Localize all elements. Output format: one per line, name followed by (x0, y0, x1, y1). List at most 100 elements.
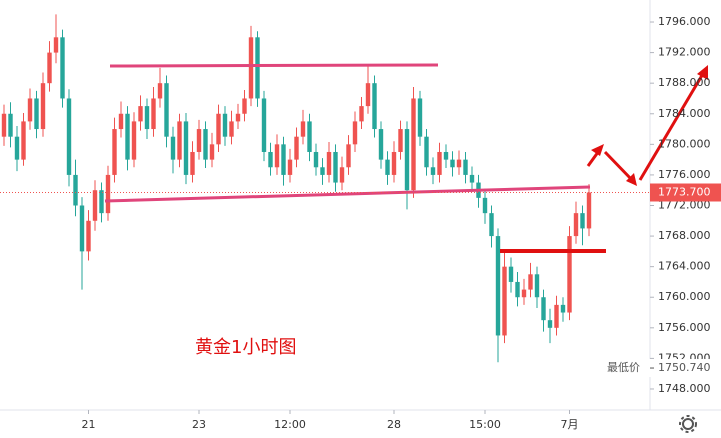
x-tick-label: 7月 (561, 418, 579, 431)
candle-body (567, 236, 572, 313)
y-tick-label: 1748.000 (658, 382, 711, 395)
y-tick-label: 1764.000 (658, 260, 711, 273)
last-price-label: 1773.700 (658, 186, 711, 199)
y-tick-label: 1760.000 (658, 290, 711, 303)
candle-body (502, 266, 507, 336)
candle-body (320, 167, 325, 175)
candle-body (482, 197, 488, 214)
candle-body (411, 98, 416, 191)
gear[interactable] (682, 418, 694, 430)
candle-body (73, 174, 78, 206)
candle-body (144, 106, 150, 130)
candle-body (60, 37, 65, 99)
candle-body (190, 151, 195, 175)
candle-body (183, 121, 189, 175)
gear-teeth[interactable] (679, 415, 697, 433)
candle-body (196, 129, 202, 152)
candle-body (105, 174, 111, 214)
candle-body (521, 289, 527, 298)
candle-body (34, 98, 39, 130)
candle-body (424, 136, 429, 168)
candle-body (469, 174, 475, 183)
candle-body (47, 52, 52, 84)
candle-body (547, 320, 553, 328)
candle-body (378, 129, 384, 160)
annotation: 黄金1小时图 (195, 337, 296, 358)
arrow-head (591, 144, 604, 156)
x-tick-label: 12:00 (274, 418, 306, 431)
candle-body (125, 113, 130, 160)
candle-body (417, 98, 423, 137)
candle-body (333, 151, 338, 183)
candle-body (1, 113, 7, 137)
plot-area (1, 14, 592, 363)
arrow-target (638, 71, 706, 181)
candle-body (235, 113, 241, 122)
candle-body (281, 144, 286, 175)
candle-body (580, 213, 585, 229)
candle-body (27, 98, 33, 122)
candle-body (157, 83, 163, 99)
candle-body (437, 151, 442, 175)
arrow-down (603, 150, 635, 183)
x-tick-label: 23 (192, 418, 206, 431)
candle-body (365, 83, 371, 107)
candle-body (352, 121, 358, 145)
y-tick-label: 1788.000 (658, 76, 711, 89)
candle-body (21, 121, 26, 160)
candle-body (404, 129, 410, 191)
candle-body (248, 37, 254, 99)
y-tick-label: 1768.000 (658, 229, 711, 242)
candle-body (216, 113, 221, 145)
x-tick-label: 21 (82, 418, 96, 431)
candle-body (8, 113, 13, 137)
low-box (600, 359, 721, 378)
candle-body (554, 304, 559, 328)
candle-body (326, 151, 332, 175)
candle-body (242, 98, 247, 114)
candle-body (131, 121, 137, 160)
y-tick-label: 1784.000 (658, 107, 711, 120)
x-tick-label: 15:00 (469, 418, 501, 431)
candle-body (398, 129, 403, 152)
candle-body (346, 144, 351, 168)
candle-body (573, 213, 579, 237)
arrow-head (626, 173, 637, 186)
y-tick-label: 1780.000 (658, 137, 711, 150)
candle-body (450, 159, 455, 168)
candle-body (534, 274, 540, 298)
candle-body (456, 159, 462, 168)
y-tick-label: 1756.000 (658, 321, 711, 334)
y-tick-label: 1796.000 (658, 15, 711, 28)
candle-body (209, 144, 215, 160)
drawings (104, 63, 708, 253)
candle-body (541, 297, 546, 321)
candle-body (495, 236, 501, 336)
candle-body (177, 121, 182, 160)
candle-body (86, 220, 91, 252)
candle-body (164, 83, 169, 137)
candle-body (463, 159, 468, 175)
candle-body (40, 83, 46, 130)
candle-body (300, 121, 306, 137)
candle-body (268, 151, 273, 168)
support-line (104, 185, 591, 203)
candle-body (274, 144, 280, 168)
arrow-head (697, 65, 708, 80)
candle-body (294, 136, 299, 160)
candle-body (372, 83, 377, 130)
x-tick-label: 28 (387, 418, 401, 431)
candle-body (170, 136, 176, 160)
candle-body (66, 98, 72, 175)
candle-body (203, 129, 208, 160)
settings-icon[interactable] (679, 415, 697, 433)
low-label: 1750.740 (658, 361, 711, 374)
candle-body (222, 113, 228, 137)
y-tick-label: 1772.000 (658, 198, 711, 211)
candle-body (586, 192, 592, 229)
candle-body (560, 304, 566, 313)
candle-body (528, 274, 533, 290)
candle-body (391, 151, 397, 175)
candle-body (138, 106, 143, 122)
